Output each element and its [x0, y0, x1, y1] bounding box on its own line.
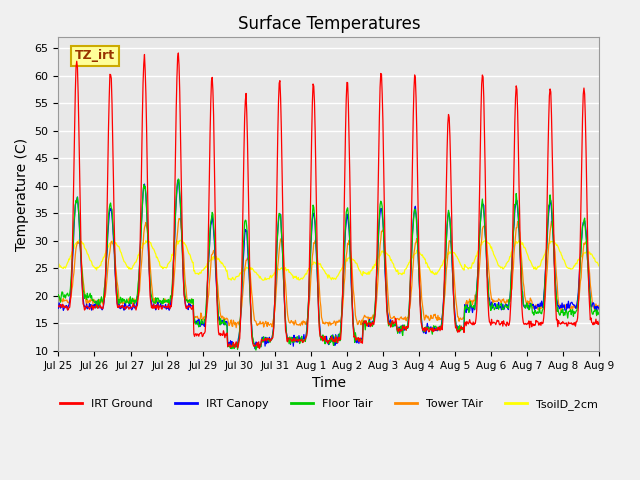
X-axis label: Time: Time: [312, 376, 346, 390]
Title: Surface Temperatures: Surface Temperatures: [237, 15, 420, 33]
Y-axis label: Temperature (C): Temperature (C): [15, 138, 29, 251]
Text: TZ_irt: TZ_irt: [75, 49, 115, 62]
Legend: IRT Ground, IRT Canopy, Floor Tair, Tower TAir, TsoilD_2cm: IRT Ground, IRT Canopy, Floor Tair, Towe…: [56, 395, 602, 414]
